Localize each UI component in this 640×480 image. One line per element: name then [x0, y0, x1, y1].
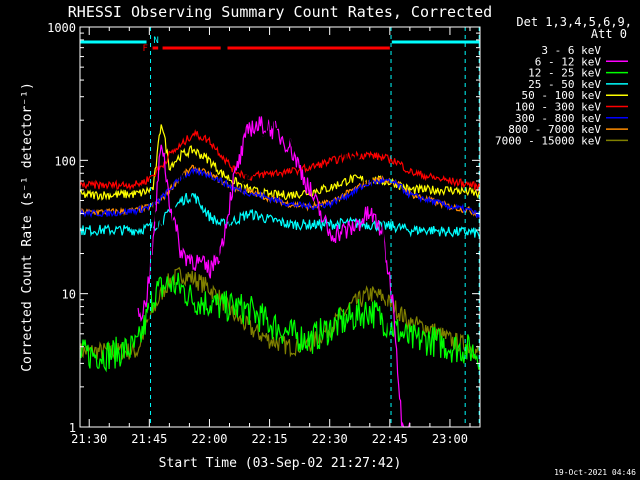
x-tick-label-1: 21:45	[131, 432, 167, 446]
x-tick-label-6: 23:00	[432, 432, 468, 446]
y-tick-label-0: 1	[69, 421, 76, 435]
y-tick-label-2: 100	[54, 154, 76, 168]
series-800-7000-kev	[80, 164, 481, 218]
y-axis-label: Corrected Count Rate (s⁻¹ detector⁻¹)	[20, 82, 35, 372]
x-tick-label-5: 22:45	[372, 432, 408, 446]
x-tick-label-3: 22:15	[252, 432, 288, 446]
footer-date: 19-Oct-2021 04:46	[554, 468, 636, 477]
plot-frame	[79, 26, 481, 428]
x-tick-label-4: 22:30	[312, 432, 348, 446]
series-layer	[79, 111, 481, 430]
legend-label-100-300-kev: 100 - 300 keV	[515, 101, 601, 114]
legend-header-line-1: Det 1,3,4,5,6,9,	[516, 15, 632, 29]
legend-label-7000-15000-kev: 7000 - 15000 keV	[495, 134, 601, 147]
y-tick-label-3: 1000	[47, 21, 76, 35]
flag-f-label: F	[143, 44, 148, 54]
flag-n-label: N	[153, 36, 158, 46]
series-50-100-kev	[79, 124, 481, 201]
chart-title: RHESSI Observing Summary Count Rates, Co…	[68, 3, 492, 21]
x-axis-label: Start Time (03-Sep-02 21:27:42)	[159, 456, 402, 471]
series-12-25-kev	[79, 272, 481, 373]
x-tick-label-2: 22:00	[191, 432, 227, 446]
series-300-800-kev	[79, 167, 481, 218]
legend-header-line-2: Att 0	[591, 27, 627, 41]
legend-label-50-100-kev: 50 - 100 keV	[522, 89, 602, 102]
legend-label-12-25-kev: 12 - 25 keV	[528, 67, 601, 80]
x-tick-label-0: 21:30	[71, 432, 107, 446]
legend-label-300-800-kev: 300 - 800 keV	[515, 112, 601, 125]
marker-layer: FN	[80, 27, 480, 427]
y-tick-label-1: 10	[62, 288, 76, 302]
axis-layer: 1 10 100 1000 21:30 21:45 22:00 22:15 22:30 22:45…	[47, 21, 480, 446]
series-3-6-kev	[145, 111, 403, 430]
legend-label-3-6-kev: 3 - 6 keV	[541, 44, 601, 57]
legend-label-800-7000-kev: 800 - 7000 keV	[508, 123, 601, 136]
series-25-50-kev	[79, 192, 481, 238]
series-100-300-kev	[79, 128, 481, 192]
legend-label-6-12-kev: 6 - 12 keV	[535, 55, 602, 68]
legend-label-25-50-kev: 25 - 50 keV	[528, 78, 601, 91]
